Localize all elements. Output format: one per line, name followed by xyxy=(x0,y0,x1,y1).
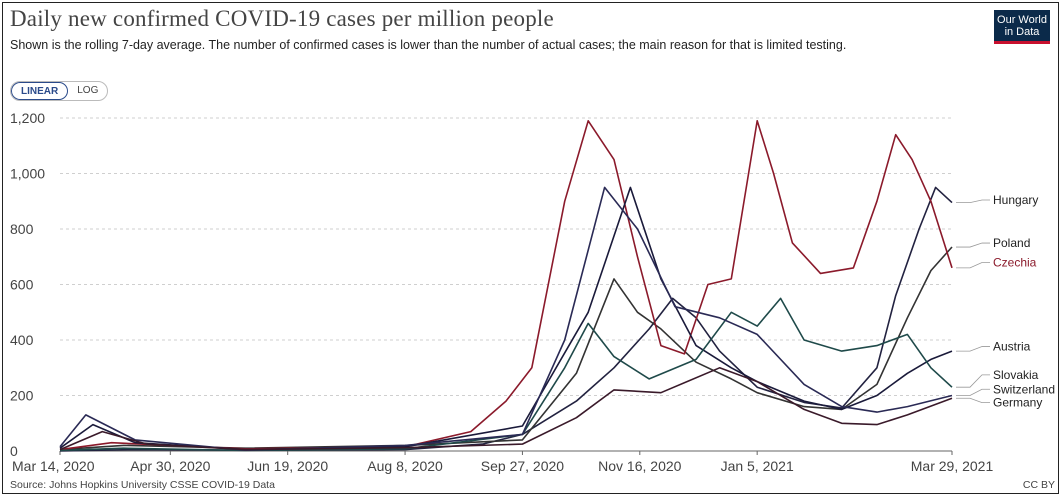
legend-label-germany: Germany xyxy=(993,396,1042,410)
legend-connector-germany xyxy=(956,397,990,404)
legend-label-slovakia: Slovakia xyxy=(993,368,1039,382)
series-line-switzerland xyxy=(59,186,953,452)
y-tick-label: 1,000 xyxy=(10,166,45,182)
x-tick-label: Apr 30, 2020 xyxy=(130,458,210,474)
y-tick-label: 800 xyxy=(10,221,34,237)
y-tick-label: 0 xyxy=(10,443,18,459)
x-tick-label: Jan 5, 2021 xyxy=(721,458,794,474)
x-tick-label: Jun 19, 2020 xyxy=(247,458,328,474)
legend-connector-hungary xyxy=(956,199,990,204)
legend-label-switzerland: Switzerland xyxy=(993,382,1055,396)
owid-logo[interactable]: Our World in Data xyxy=(994,10,1050,44)
legend-connector-austria xyxy=(956,346,990,352)
legend-label-austria: Austria xyxy=(993,340,1031,354)
legend-label-czechia: Czechia xyxy=(993,255,1037,269)
logo-line-2: in Data xyxy=(1004,26,1040,38)
legend-connector-switzerland xyxy=(956,388,990,396)
legend-label-poland: Poland xyxy=(993,236,1030,250)
series-line-poland xyxy=(59,246,953,451)
logo-line-1: Our World xyxy=(997,14,1047,26)
linear-scale-button[interactable]: LINEAR xyxy=(11,82,69,100)
series-line-germany xyxy=(59,366,953,451)
y-tick-label: 200 xyxy=(10,388,34,404)
legend-connector-poland xyxy=(956,242,990,248)
legend-connector-slovakia xyxy=(956,374,990,388)
y-tick-label: 1,200 xyxy=(10,110,45,126)
chart-subtitle: Shown is the rolling 7-day average. The … xyxy=(10,38,847,52)
source-note[interactable]: Source: Johns Hopkins University CSSE CO… xyxy=(10,479,275,491)
legend-label-hungary: Hungary xyxy=(993,193,1038,207)
license-note[interactable]: CC BY xyxy=(1022,479,1055,491)
log-scale-button[interactable]: LOG xyxy=(77,85,99,96)
x-tick-label: Mar 14, 2020 xyxy=(12,458,95,474)
x-tick-label: Nov 16, 2020 xyxy=(598,458,681,474)
x-tick-label: Aug 8, 2020 xyxy=(367,458,443,474)
series-line-slovakia xyxy=(59,297,953,452)
scale-toggle[interactable]: LINEAR LOG xyxy=(10,81,109,101)
x-tick-label: Mar 29, 2021 xyxy=(911,458,994,474)
chart-title: Daily new confirmed COVID-19 cases per m… xyxy=(10,6,554,31)
x-tick-label: Sep 27, 2020 xyxy=(481,458,565,474)
series-line-czechia xyxy=(59,120,953,451)
y-tick-label: 400 xyxy=(10,332,34,348)
y-tick-label: 600 xyxy=(10,277,34,293)
legend-connector-czechia xyxy=(956,262,990,269)
series-line-austria xyxy=(59,186,953,451)
series-line-hungary xyxy=(59,186,953,452)
